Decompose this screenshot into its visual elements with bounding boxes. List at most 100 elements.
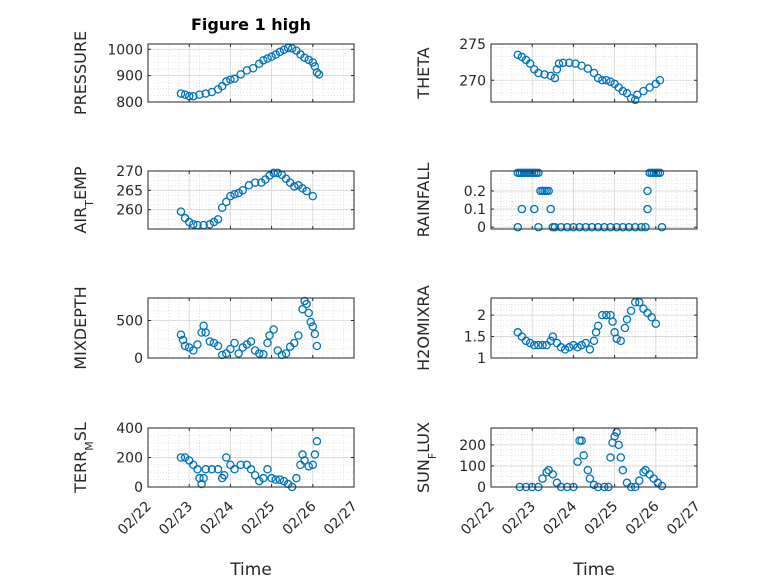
- y-axis-label-pressure: PRESSURE: [71, 31, 90, 115]
- data-point: [230, 189, 239, 199]
- data-point: [548, 332, 558, 341]
- data-point: [207, 465, 217, 474]
- chart-title: Figure 1 high: [191, 15, 311, 34]
- data-point: [606, 453, 615, 462]
- ylabel-part: TERR: [71, 451, 90, 494]
- y-axis-label-mixdepth: MIXDEPTH: [71, 286, 90, 369]
- y-tick-label: 275: [459, 37, 486, 53]
- data-point: [583, 465, 593, 475]
- ylabel-part: RAINFALL: [414, 163, 433, 238]
- x-tick-label: 02/25: [239, 499, 279, 539]
- data-point: [298, 450, 307, 459]
- data-point: [263, 465, 272, 474]
- data-point: [230, 338, 239, 348]
- data-point: [565, 343, 574, 352]
- data-point: [195, 90, 204, 99]
- data-point: [612, 427, 621, 437]
- data-point: [593, 222, 603, 232]
- data-point: [643, 186, 652, 196]
- data-point: [310, 450, 320, 459]
- data-point: [226, 75, 235, 84]
- y-axis-label-h2omixra: H2OMIXRA: [414, 285, 433, 371]
- data-point: [246, 465, 256, 474]
- data-point: [550, 73, 560, 83]
- x-tick-label: 02/23: [499, 499, 539, 539]
- data-point: [275, 475, 285, 484]
- data-point: [180, 90, 190, 99]
- data-point: [534, 222, 543, 232]
- data-point: [193, 340, 202, 349]
- data-point: [630, 95, 640, 105]
- y-axis-label-terr_msl: TERRMSL: [71, 422, 96, 494]
- data-point: [587, 222, 597, 232]
- ylabel-part: THETA: [414, 47, 433, 99]
- data-point: [534, 340, 543, 350]
- data-point: [238, 186, 248, 195]
- data-point: [195, 473, 204, 483]
- ylabel-part: MIXDEPTH: [71, 286, 90, 369]
- data-point: [205, 220, 215, 229]
- data-point: [606, 77, 615, 86]
- data-point: [267, 473, 276, 483]
- data-point: [222, 453, 231, 462]
- data-point: [633, 90, 642, 100]
- data-point: [589, 68, 599, 78]
- data-point: [612, 222, 621, 232]
- data-point: [312, 68, 322, 77]
- axes-terr_msl: 0 200 400 02/22 02/23 02/24 02/25 02/26 02/27 Tim…: [71, 421, 361, 580]
- y-tick-label: 400: [116, 421, 143, 437]
- data-point: [530, 204, 539, 214]
- data-point: [525, 59, 535, 68]
- data-point: [540, 70, 549, 79]
- axes-pressure: 800 900 1000 PRESSURE Figure 1 high: [71, 15, 355, 115]
- data-point: [550, 222, 560, 232]
- data-point: [534, 168, 543, 178]
- data-point: [657, 222, 667, 232]
- data-point: [259, 56, 268, 65]
- x-tick-label: 02/25: [582, 499, 622, 539]
- data-point: [277, 350, 287, 360]
- data-point: [597, 76, 607, 85]
- data-point: [199, 473, 208, 483]
- data-point: [630, 298, 640, 307]
- data-point: [577, 436, 586, 445]
- data-point: [558, 58, 568, 68]
- y-axis-label-sun_flux: SUNFLUX: [414, 422, 439, 493]
- data-point: [602, 76, 611, 85]
- y-tick-label: 270: [459, 73, 486, 89]
- ylabel-part: AIR: [71, 207, 90, 234]
- data-point: [294, 331, 303, 340]
- ylabel-part: SL: [71, 422, 90, 441]
- data-point: [267, 52, 276, 61]
- y-tick-label: 900: [116, 69, 143, 85]
- data-point: [213, 215, 223, 224]
- y-tick-label: 2: [477, 308, 486, 324]
- data-point: [620, 323, 630, 333]
- data-point: [189, 220, 198, 229]
- data-point: [618, 86, 628, 96]
- data-point: [581, 222, 591, 232]
- y-tick-label: 200: [116, 451, 143, 467]
- data-point: [222, 77, 231, 86]
- data-point: [657, 481, 667, 491]
- data-point: [616, 453, 626, 462]
- data-point: [525, 338, 535, 348]
- data-point: [189, 346, 198, 355]
- axes-mixdepth: 0 500 MIXDEPTH: [71, 286, 355, 370]
- data-point: [310, 329, 320, 339]
- axes-air_temp: 260 265 270 AIRTEMP: [71, 164, 355, 234]
- data-point: [254, 349, 264, 358]
- data-point: [560, 345, 570, 354]
- data-point: [265, 331, 274, 340]
- axes-rainfall: 0 0.1 0.2 RAINFALL: [414, 163, 698, 238]
- data-point: [234, 349, 243, 358]
- data-point: [608, 317, 617, 326]
- x-tick-label: 02/26: [623, 498, 663, 538]
- data-point: [626, 306, 636, 316]
- data-point: [618, 465, 628, 475]
- data-point: [585, 474, 595, 483]
- ylabel-subscript: T: [83, 200, 96, 208]
- y-tick-label: 265: [116, 183, 143, 199]
- data-point: [579, 451, 588, 460]
- axes-box-pressure: [147, 43, 355, 103]
